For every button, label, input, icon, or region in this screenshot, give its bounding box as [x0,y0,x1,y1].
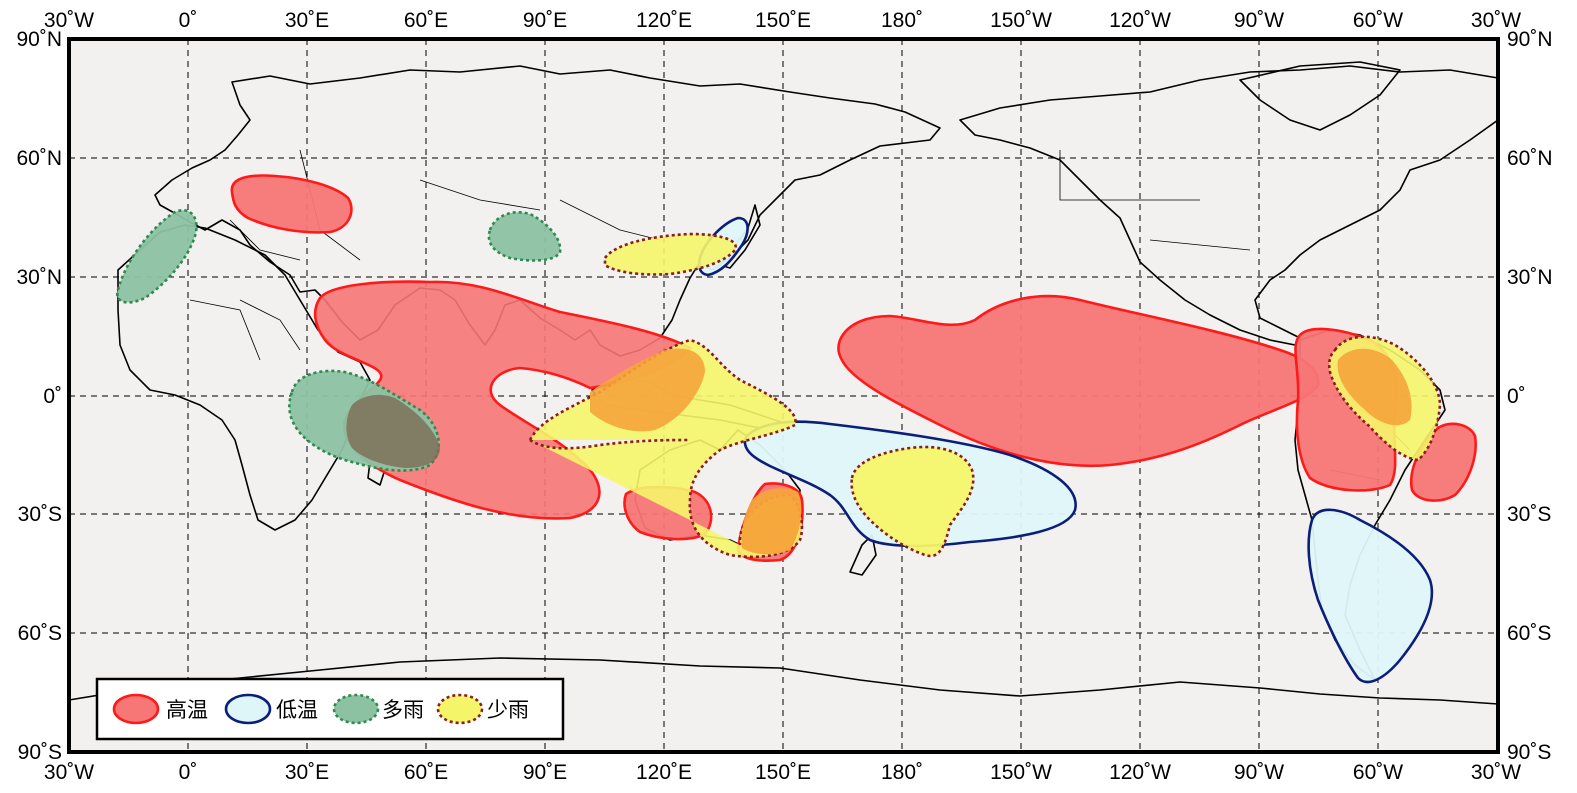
legend-swatch-wet [332,693,380,725]
lon-label-bottom: 120˚E [636,761,692,784]
overlap-region-east-africa [346,394,440,468]
lat-labels-right: 90˚N 60˚N 30˚N 0˚ 30˚S 60˚S 90˚S [1507,28,1553,764]
lon-label-top: 180˚ [881,9,923,32]
lat-label-left: 60˚N [16,147,62,170]
low-temp-region-south-america [1307,508,1434,684]
lat-label-right: 90˚N [1507,28,1553,51]
legend-label-wet: 多雨 [382,698,424,722]
legend-swatch-dry [436,693,484,725]
lon-label-bottom: 30˚W [44,761,94,784]
lon-label-bottom: 60˚W [1353,761,1403,784]
lon-labels-top: 30˚W 0˚ 30˚E 60˚E 90˚E 120˚E 150˚E 180˚ … [44,9,1521,32]
lon-labels-bottom: 30˚W 0˚ 30˚E 60˚E 90˚E 120˚E 150˚E 180˚ … [44,761,1521,784]
map-border [67,37,1500,754]
lat-label-left: 30˚N [16,266,62,289]
lon-label-bottom: 30˚W [1471,761,1521,784]
lon-label-bottom: 180˚ [881,761,923,784]
lat-label-right: 90˚S [1507,741,1551,764]
lat-label-right: 30˚S [1507,503,1551,526]
lat-label-right: 30˚N [1507,266,1553,289]
lon-label-top: 120˚W [1109,9,1171,32]
lat-label-left: 30˚S [18,503,62,526]
high-temp-region-europe [230,174,353,234]
lat-label-left: 90˚S [18,741,62,764]
lon-label-top: 150˚W [990,9,1052,32]
lat-label-right: 0˚ [1507,385,1526,408]
lon-label-top: 30˚W [44,9,94,32]
overlap-region-maritime-continent [590,348,705,432]
dry-region-east-asia [603,232,738,276]
lon-label-bottom: 60˚E [404,761,448,784]
lon-label-top: 120˚E [636,9,692,32]
wet-region-central-asia [487,210,562,262]
legend-box [95,677,565,741]
lat-label-left: 90˚N [16,28,62,51]
lat-label-right: 60˚N [1507,147,1553,170]
legend-label-low-temp: 低温 [276,698,318,722]
lon-label-bottom: 120˚W [1109,761,1171,784]
legend-label-dry: 少雨 [487,698,529,722]
lat-label-left: 0˚ [43,385,62,408]
lon-label-top: 150˚E [755,9,811,32]
lon-label-bottom: 150˚W [990,761,1052,784]
lon-label-bottom: 90˚W [1234,761,1284,784]
legend-swatch-high-temp [112,693,160,725]
lon-label-bottom: 0˚ [179,761,198,784]
lat-label-left: 60˚S [18,622,62,645]
lon-label-top: 90˚W [1234,9,1284,32]
legend-label-high-temp: 高温 [166,698,208,722]
lon-label-bottom: 30˚E [285,761,329,784]
lat-labels-left: 90˚N 60˚N 30˚N 0˚ 30˚S 60˚S 90˚S [16,28,62,764]
lon-label-top: 60˚E [404,9,448,32]
legend: 高温 低温 多雨 少雨 [95,677,565,741]
lon-label-bottom: 90˚E [523,761,567,784]
wet-region-northwest-africa [116,209,198,304]
lon-label-top: 30˚W [1471,9,1521,32]
lon-label-top: 30˚E [285,9,329,32]
overlap-region-south-america [1337,348,1412,426]
lon-label-bottom: 150˚E [755,761,811,784]
lon-label-top: 60˚W [1353,9,1403,32]
legend-swatch-low-temp [224,693,272,725]
lon-label-top: 0˚ [179,9,198,32]
anomaly-regions [116,174,1477,684]
dry-region-southwest-pacific [850,445,975,558]
overlap-region-east-australia [741,488,802,555]
lat-label-right: 60˚S [1507,622,1551,645]
lon-label-top: 90˚E [523,9,567,32]
